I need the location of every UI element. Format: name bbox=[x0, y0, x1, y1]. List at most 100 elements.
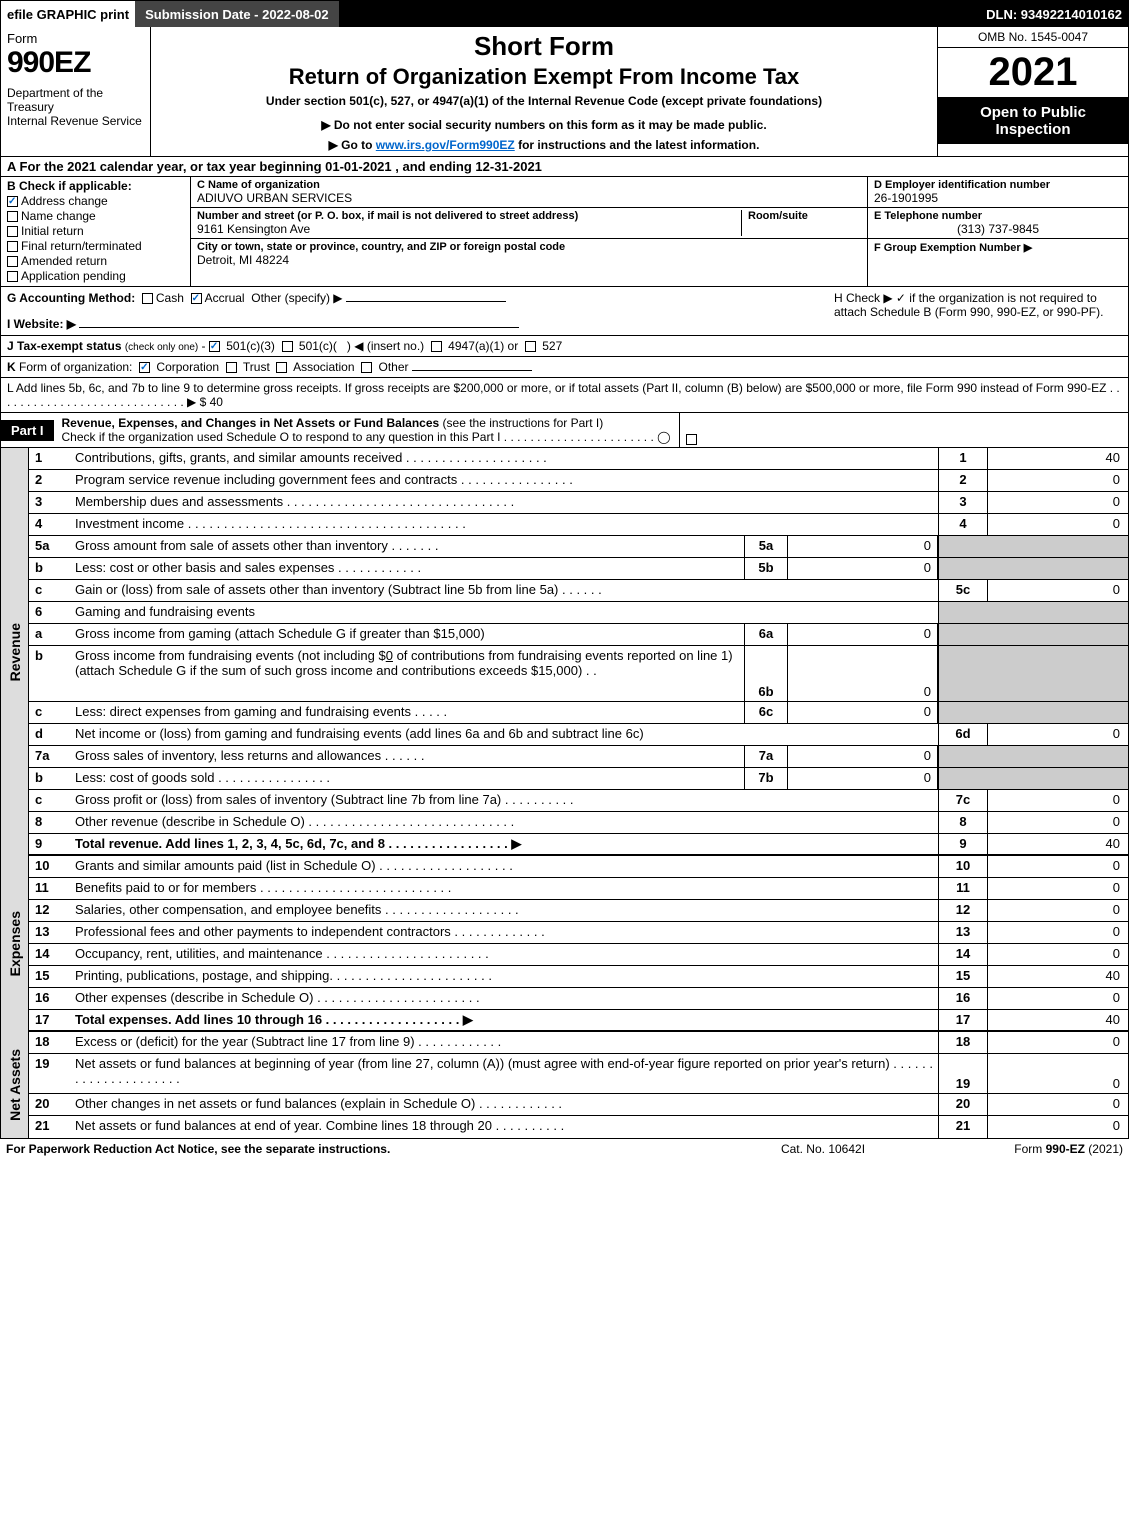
line-17-desc: Total expenses. Add lines 10 through 16 … bbox=[71, 1010, 938, 1030]
line-7c-desc: Gross profit or (loss) from sales of inv… bbox=[71, 790, 938, 811]
row-i-website: I Website: ▶ bbox=[7, 317, 822, 331]
line-3-rnum: 3 bbox=[938, 492, 988, 513]
line-3-val: 0 bbox=[988, 492, 1128, 513]
address-change-label: Address change bbox=[21, 194, 108, 208]
line-19-val: 0 bbox=[988, 1054, 1128, 1093]
form-title-1: Short Form bbox=[159, 31, 929, 62]
part-i-badge: Part I bbox=[1, 420, 54, 441]
line-8-val: 0 bbox=[988, 812, 1128, 833]
line-18-num: 18 bbox=[29, 1032, 71, 1053]
line-7a-sval: 0 bbox=[788, 746, 938, 767]
block-de-ids: D Employer identification number 26-1901… bbox=[868, 177, 1128, 286]
line-20-desc: Other changes in net assets or fund bala… bbox=[71, 1094, 938, 1115]
row-g-accounting: G Accounting Method: Cash Accrual Other … bbox=[7, 291, 822, 305]
initial-return-label: Initial return bbox=[21, 224, 84, 238]
line-4-val: 0 bbox=[988, 514, 1128, 535]
line-5a-num: 5a bbox=[29, 536, 71, 557]
line-5a-sval: 0 bbox=[788, 536, 938, 557]
line-11-rnum: 11 bbox=[938, 878, 988, 899]
line-5b-desc: Less: cost or other basis and sales expe… bbox=[71, 558, 744, 579]
part-i-header: Part I Revenue, Expenses, and Changes in… bbox=[1, 413, 1128, 448]
line-16-rnum: 16 bbox=[938, 988, 988, 1009]
line-7a-desc: Gross sales of inventory, less returns a… bbox=[71, 746, 744, 767]
line-6a-sval: 0 bbox=[788, 624, 938, 645]
block-b-checklist: B Check if applicable: Address change Na… bbox=[1, 177, 191, 286]
line-15-rnum: 15 bbox=[938, 966, 988, 987]
other-option[interactable]: Other (specify) ▶ bbox=[251, 291, 342, 305]
form-990ez-page: efile GRAPHIC print Submission Date - 20… bbox=[0, 0, 1129, 1139]
dln-number: DLN: 93492214010162 bbox=[980, 7, 1128, 22]
line-2-rnum: 2 bbox=[938, 470, 988, 491]
line-12-rnum: 12 bbox=[938, 900, 988, 921]
line-2-num: 2 bbox=[29, 470, 71, 491]
line-8-num: 8 bbox=[29, 812, 71, 833]
row-l-gross-receipts: L Add lines 5b, 6c, and 7b to line 9 to … bbox=[1, 378, 1128, 413]
line-4-desc: Investment income . . . . . . . . . . . … bbox=[71, 514, 938, 535]
name-change-checkbox[interactable]: Name change bbox=[7, 209, 184, 223]
line-19-desc: Net assets or fund balances at beginning… bbox=[71, 1054, 938, 1093]
city-label: City or town, state or province, country… bbox=[197, 241, 861, 253]
form-subtitle-3: ▶ Go to www.irs.gov/Form990EZ for instru… bbox=[159, 138, 929, 152]
line-5c-rnum: 5c bbox=[938, 580, 988, 601]
line-18-val: 0 bbox=[988, 1032, 1128, 1053]
row-k-form-org: K Form of organization: Corporation Trus… bbox=[1, 357, 1128, 378]
line-12-val: 0 bbox=[988, 900, 1128, 921]
line-21-desc: Net assets or fund balances at end of ye… bbox=[71, 1116, 938, 1138]
final-return-label: Final return/terminated bbox=[21, 239, 142, 253]
line-13-desc: Professional fees and other payments to … bbox=[71, 922, 938, 943]
block-bcde: B Check if applicable: Address change Na… bbox=[1, 177, 1128, 287]
line-19-num: 19 bbox=[29, 1054, 71, 1093]
row-j-tax-status: J Tax-exempt status (check only one) - 5… bbox=[1, 336, 1128, 357]
line-5c-desc: Gain or (loss) from sale of assets other… bbox=[71, 580, 938, 601]
line-14-rnum: 14 bbox=[938, 944, 988, 965]
line-10-num: 10 bbox=[29, 856, 71, 877]
accrual-option[interactable]: Accrual bbox=[205, 291, 245, 305]
irs-link[interactable]: www.irs.gov/Form990EZ bbox=[376, 138, 515, 152]
footer-right: Form 990-EZ (2021) bbox=[923, 1142, 1123, 1156]
website-label: I Website: ▶ bbox=[7, 317, 76, 331]
line-7c-rnum: 7c bbox=[938, 790, 988, 811]
line-6d-rnum: 6d bbox=[938, 724, 988, 745]
line-7c-num: c bbox=[29, 790, 71, 811]
line-6c-sval: 0 bbox=[788, 702, 938, 723]
amended-return-checkbox[interactable]: Amended return bbox=[7, 254, 184, 268]
line-18-rnum: 18 bbox=[938, 1032, 988, 1053]
row-h-schedule-b: H Check ▶ ✓ if the organization is not r… bbox=[828, 287, 1128, 335]
line-7b-num: b bbox=[29, 768, 71, 789]
line-15-val: 40 bbox=[988, 966, 1128, 987]
line-17-rnum: 17 bbox=[938, 1010, 988, 1030]
line-12-desc: Salaries, other compensation, and employ… bbox=[71, 900, 938, 921]
efile-print-button[interactable]: efile GRAPHIC print bbox=[1, 1, 135, 27]
top-bar: efile GRAPHIC print Submission Date - 20… bbox=[1, 1, 1128, 27]
block-c-org-info: C Name of organization ADIUVO URBAN SERV… bbox=[191, 177, 868, 286]
line-6a-num: a bbox=[29, 624, 71, 645]
line-10-rnum: 10 bbox=[938, 856, 988, 877]
form-label: Form bbox=[7, 31, 144, 46]
line-1-val: 40 bbox=[988, 448, 1128, 469]
line-19-rnum: 19 bbox=[938, 1054, 988, 1093]
line-6d-desc: Net income or (loss) from gaming and fun… bbox=[71, 724, 938, 745]
line-5b-snum: 5b bbox=[744, 558, 788, 579]
line-5c-num: c bbox=[29, 580, 71, 601]
line-6-desc: Gaming and fundraising events bbox=[71, 602, 938, 623]
line-9-rnum: 9 bbox=[938, 834, 988, 854]
ein-value: 26-1901995 bbox=[874, 191, 1122, 205]
address-change-checkbox[interactable]: Address change bbox=[7, 194, 184, 208]
cash-option[interactable]: Cash bbox=[156, 291, 184, 305]
application-pending-checkbox[interactable]: Application pending bbox=[7, 269, 184, 283]
line-5a-desc: Gross amount from sale of assets other t… bbox=[71, 536, 744, 557]
line-7b-snum: 7b bbox=[744, 768, 788, 789]
line-13-rnum: 13 bbox=[938, 922, 988, 943]
footer-catno: Cat. No. 10642I bbox=[723, 1142, 923, 1156]
line-7a-num: 7a bbox=[29, 746, 71, 767]
line-10-desc: Grants and similar amounts paid (list in… bbox=[71, 856, 938, 877]
form-number: 990EZ bbox=[7, 46, 144, 80]
line-20-rnum: 20 bbox=[938, 1094, 988, 1115]
line-9-val: 40 bbox=[988, 834, 1128, 854]
accounting-label: G Accounting Method: bbox=[7, 291, 135, 305]
initial-return-checkbox[interactable]: Initial return bbox=[7, 224, 184, 238]
final-return-checkbox[interactable]: Final return/terminated bbox=[7, 239, 184, 253]
line-5b-sval: 0 bbox=[788, 558, 938, 579]
line-14-val: 0 bbox=[988, 944, 1128, 965]
line-6a-desc: Gross income from gaming (attach Schedul… bbox=[71, 624, 744, 645]
